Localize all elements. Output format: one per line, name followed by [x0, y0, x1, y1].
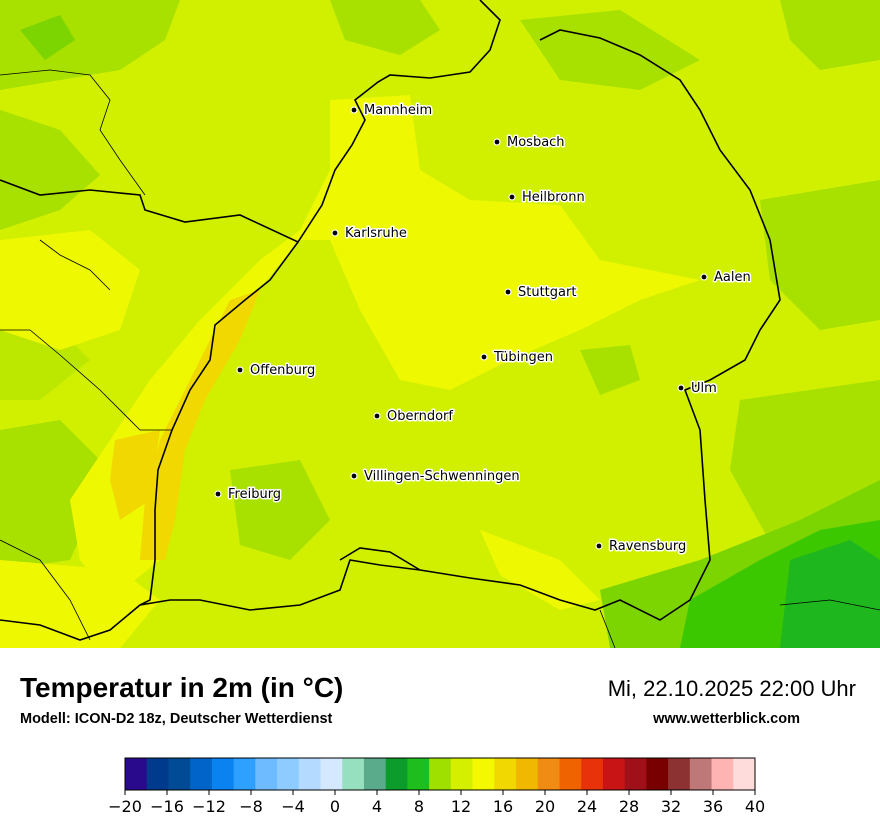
- city-marker: Mannheim: [350, 102, 434, 120]
- city-dot: [481, 354, 487, 360]
- city-marker: Ravensburg: [595, 538, 688, 556]
- city-dot: [505, 289, 511, 295]
- legend-swatch: [733, 758, 756, 790]
- legend-tick-label: 32: [661, 797, 681, 816]
- legend-swatch: [516, 758, 539, 790]
- city-marker: Freiburg: [214, 486, 283, 504]
- city-layer: Mannheim Mosbach Heilbronn Karlsruhe Aalen St…: [214, 102, 752, 556]
- regional-borders: [0, 69, 880, 648]
- legend-swatch: [342, 758, 365, 790]
- city-marker: Offenburg: [236, 362, 317, 380]
- warmer-areas: [0, 95, 700, 648]
- legend-tick-label: −8: [239, 797, 263, 816]
- legend-swatch: [190, 758, 213, 790]
- legend-swatch: [711, 758, 734, 790]
- legend-swatch: [602, 758, 626, 790]
- legend-swatch: [450, 758, 474, 790]
- city-label: Tübingen: [493, 350, 553, 365]
- city-label: Ulm: [691, 381, 717, 396]
- legend-tick-label: 8: [414, 797, 424, 816]
- city-label: Stuttgart: [518, 285, 576, 300]
- website-link[interactable]: www.wetterblick.com: [653, 711, 800, 727]
- legend-tick-label: 24: [577, 797, 597, 816]
- city-dot: [494, 139, 500, 145]
- city-dot: [351, 473, 357, 479]
- city-label: Aalen: [714, 270, 751, 285]
- city-marker: Oberndorf: [373, 408, 455, 426]
- map-title: Temperatur in 2m (in °C): [20, 672, 344, 703]
- legend-tick-label: 12: [451, 797, 471, 816]
- legend-tick-label: 16: [493, 797, 513, 816]
- legend-swatch: [407, 758, 430, 790]
- legend-tick-label: −12: [192, 797, 226, 816]
- forecast-datetime: Mi, 22.10.2025 22:00 Uhr: [607, 676, 856, 701]
- legend-tick-label: 40: [745, 797, 765, 816]
- legend-swatch: [494, 758, 517, 790]
- city-label: Heilbronn: [522, 190, 585, 205]
- city-label: Mannheim: [364, 103, 432, 118]
- city-marker: Stuttgart: [504, 284, 578, 302]
- city-marker: Tübingen: [480, 349, 555, 367]
- legend-swatch: [689, 758, 713, 790]
- city-label: Freiburg: [228, 487, 281, 502]
- legend-swatch: [255, 758, 278, 790]
- legend-swatch: [211, 758, 235, 790]
- legend-tick-label: 4: [372, 797, 382, 816]
- city-dot: [215, 491, 221, 497]
- city-label: Mosbach: [507, 135, 565, 150]
- legend-swatch: [277, 758, 300, 790]
- city-dot: [596, 543, 602, 549]
- city-marker: Villingen-Schwenningen: [350, 468, 521, 486]
- model-subtitle: Modell: ICON-D2 18z, Deutscher Wetterdie…: [20, 711, 333, 727]
- legend-swatch: [125, 758, 148, 790]
- legend-swatch: [537, 758, 560, 790]
- legend-tick-label: 20: [535, 797, 555, 816]
- city-label: Ravensburg: [609, 539, 686, 554]
- legend-swatch: [233, 758, 256, 790]
- legend-tick-label: 36: [703, 797, 723, 816]
- city-dot: [509, 194, 515, 200]
- legend-swatch: [624, 758, 647, 790]
- footer: Temperatur in 2m (in °C) Modell: ICON-D2…: [0, 648, 880, 830]
- legend-swatch: [168, 758, 191, 790]
- legend-tick-label: −20: [108, 797, 142, 816]
- city-dot: [701, 274, 707, 280]
- color-legend: −20 −16 −12 −8 −4 0 4 8 12 16 20 24 28 32 36 40: [108, 757, 765, 816]
- city-marker: Mosbach: [493, 134, 566, 152]
- legend-swatch: [146, 758, 169, 790]
- city-marker: Ulm: [677, 380, 718, 398]
- city-dot: [332, 230, 338, 236]
- legend-swatch: [581, 758, 604, 790]
- legend-tick-label: −4: [281, 797, 305, 816]
- city-dot: [678, 385, 684, 391]
- city-label: Oberndorf: [387, 409, 453, 424]
- temperature-map: Mannheim Mosbach Heilbronn Karlsruhe Aalen St…: [0, 0, 880, 648]
- city-dot: [351, 107, 357, 113]
- legend-tick-label: 0: [330, 797, 340, 816]
- city-label: Offenburg: [250, 363, 315, 378]
- legend-tick-label: −16: [150, 797, 184, 816]
- city-dot: [237, 367, 243, 373]
- legend-swatch: [298, 758, 322, 790]
- city-label: Karlsruhe: [345, 226, 407, 241]
- political-borders: [0, 0, 781, 641]
- legend-tick-label: 28: [619, 797, 639, 816]
- legend-swatch: [559, 758, 582, 790]
- legend-swatch: [320, 758, 343, 790]
- legend-swatch: [472, 758, 495, 790]
- legend-swatch: [363, 758, 387, 790]
- city-marker: Aalen: [700, 269, 752, 287]
- city-label: Villingen-Schwenningen: [364, 469, 520, 484]
- city-marker: Karlsruhe: [331, 225, 408, 243]
- legend-frame: [124, 757, 756, 791]
- legend-swatch: [385, 758, 408, 790]
- legend-swatch: [646, 758, 669, 790]
- city-dot: [374, 413, 380, 419]
- legend-swatch: [429, 758, 452, 790]
- legend-swatch: [668, 758, 691, 790]
- city-marker: Heilbronn: [508, 189, 586, 207]
